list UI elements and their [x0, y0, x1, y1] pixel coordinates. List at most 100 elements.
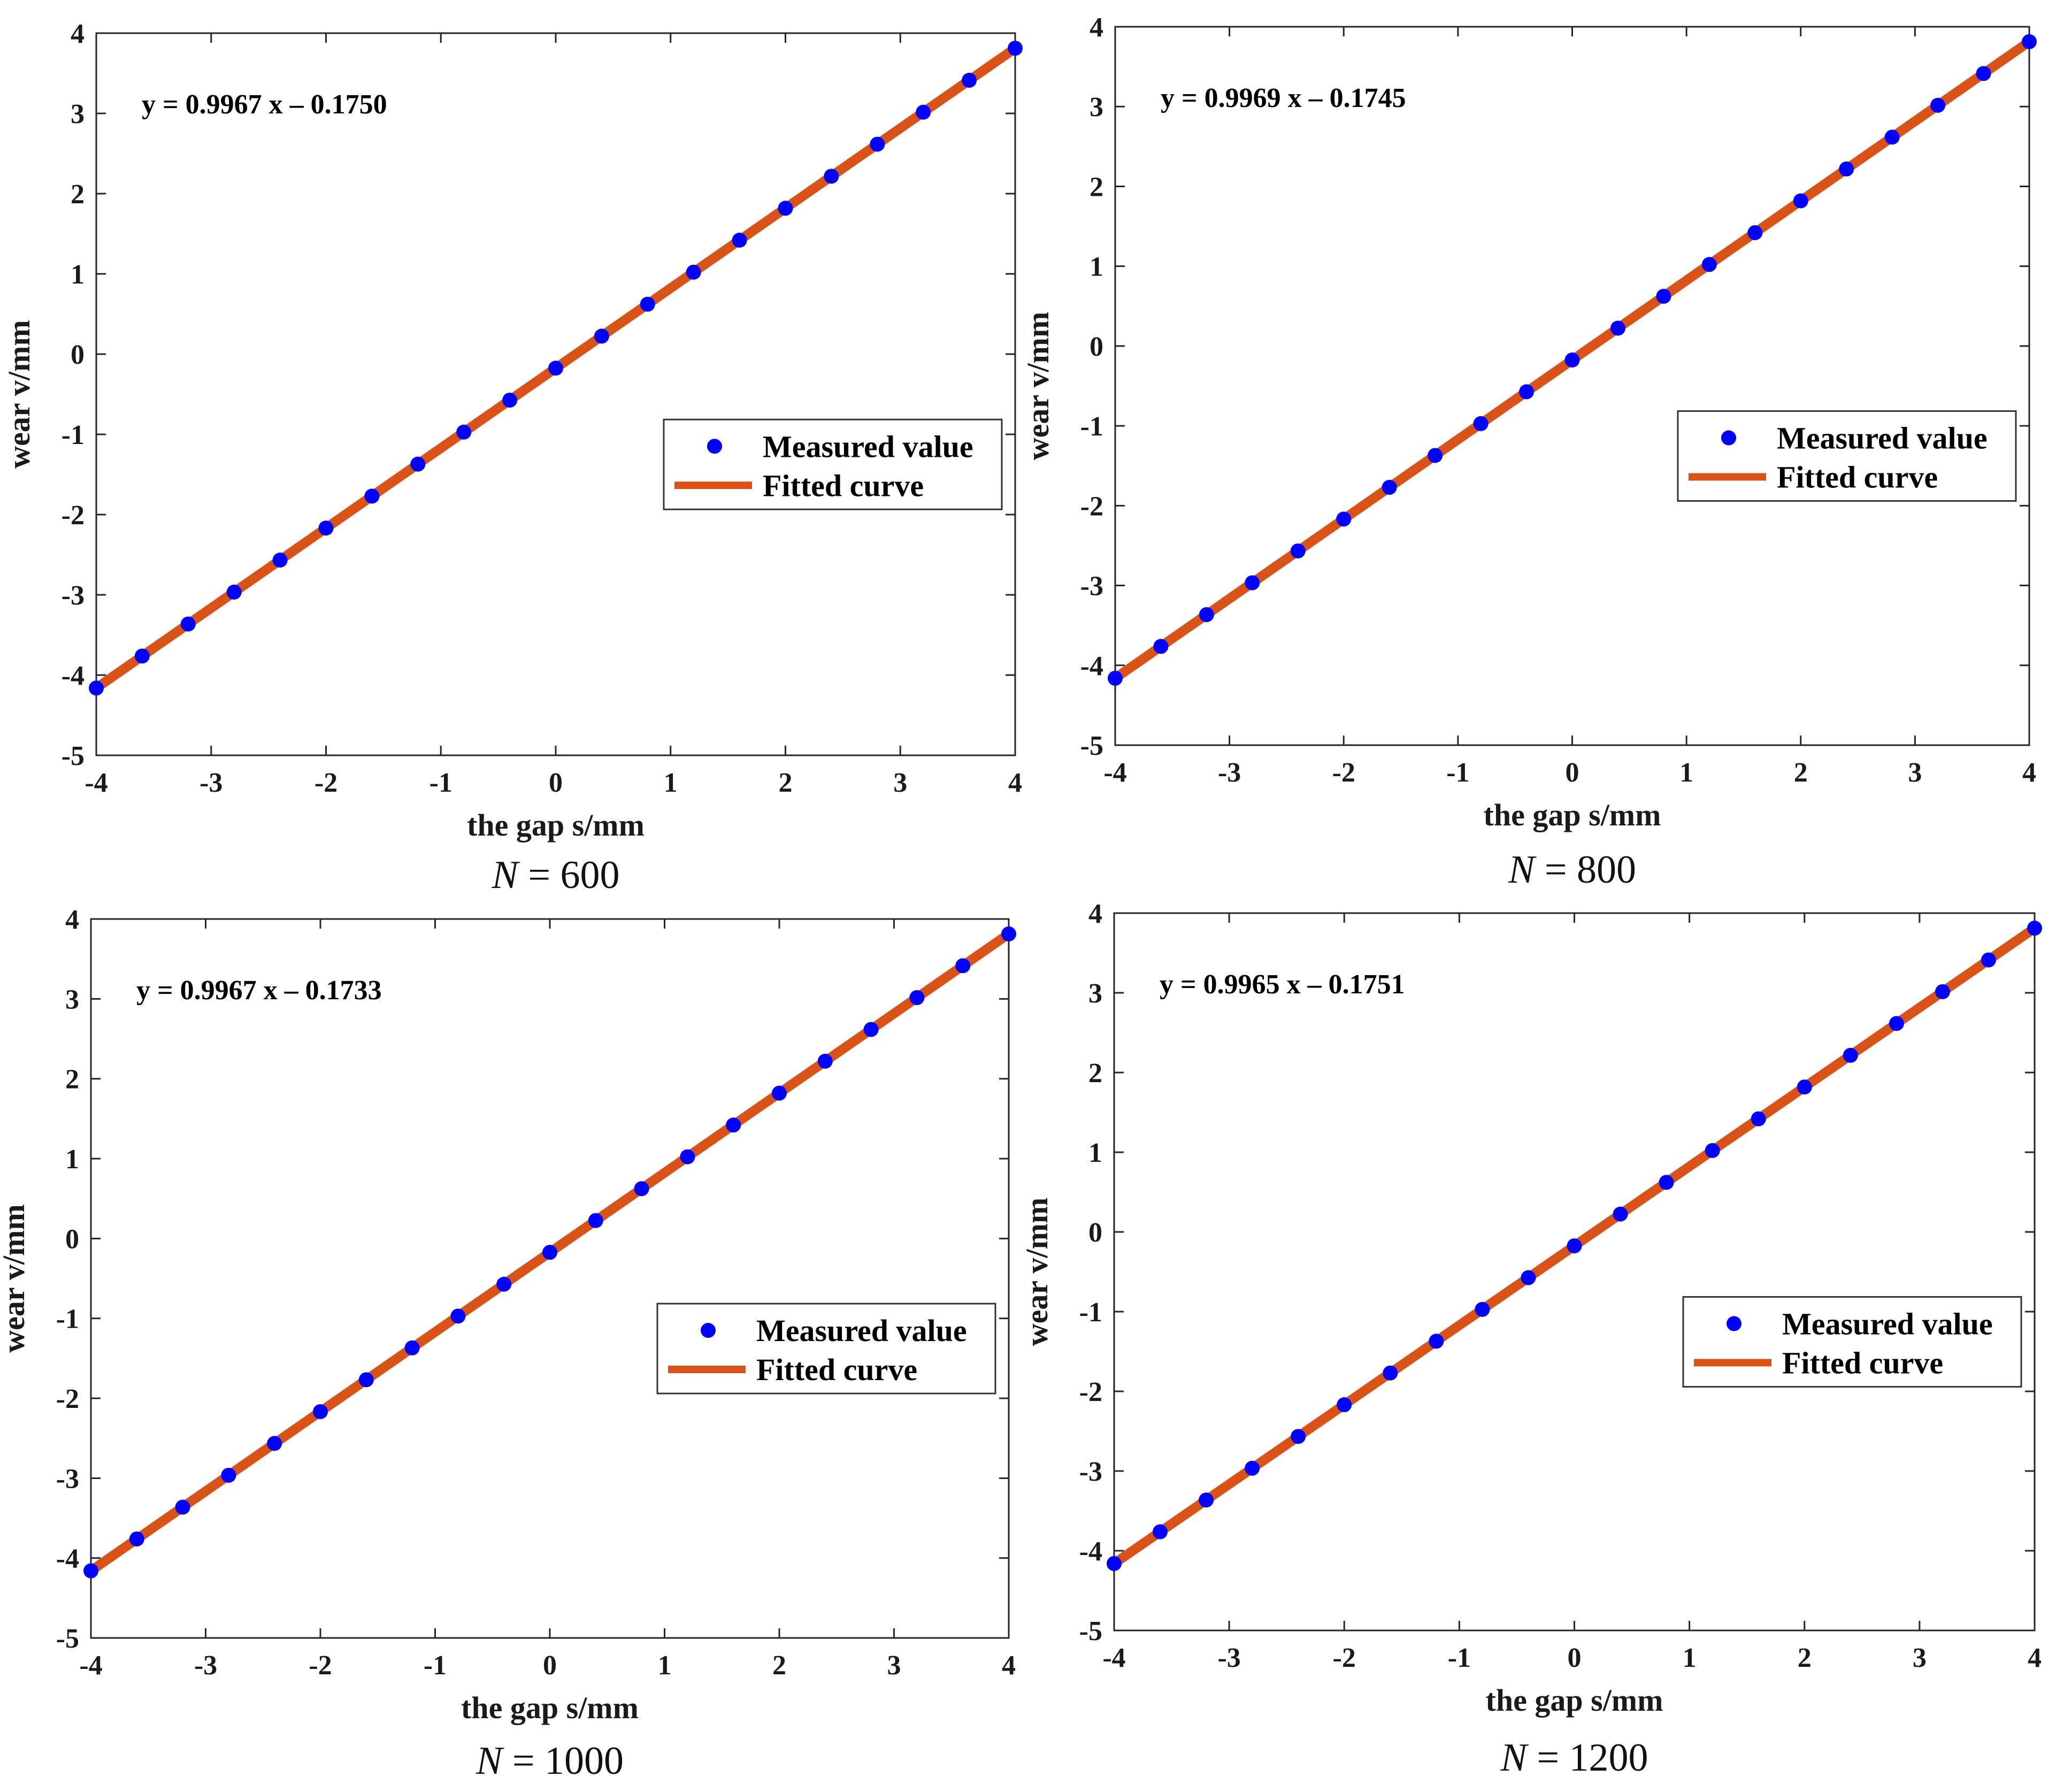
- legend-label-measured: Measured value: [756, 1313, 967, 1348]
- y-tick-label: -1: [62, 420, 85, 450]
- data-point: [404, 1340, 420, 1356]
- x-tick-label: 1: [658, 1650, 672, 1681]
- y-axis-label: wear v/mm: [1019, 1198, 1054, 1346]
- data-point: [824, 169, 839, 184]
- fit-equation: y = 0.9965 x – 0.1751: [1160, 969, 1405, 1000]
- x-tick-label: -1: [424, 1650, 447, 1681]
- data-point: [955, 958, 971, 974]
- data-point: [267, 1436, 282, 1451]
- y-axis-label: wear v/mm: [1021, 312, 1055, 461]
- y-tick-label: -2: [62, 500, 85, 531]
- y-tick-label: 1: [65, 1144, 79, 1175]
- x-axis-label: the gap s/mm: [1484, 798, 1661, 832]
- data-point: [1610, 320, 1625, 336]
- fit-equation: y = 0.9969 x – 0.1745: [1161, 83, 1406, 113]
- legend-label-fitted: Fitted curve: [1777, 460, 1938, 495]
- x-tick-label: -3: [194, 1650, 217, 1681]
- x-tick-label: 1: [1683, 1643, 1697, 1673]
- data-point: [1976, 66, 1991, 81]
- y-tick-label: 2: [1088, 1058, 1102, 1089]
- data-point: [89, 680, 104, 696]
- y-tick-label: -1: [1080, 411, 1103, 442]
- y-tick-label: -2: [1079, 1377, 1102, 1407]
- legend-box: [656, 1303, 996, 1395]
- data-point: [634, 1181, 649, 1197]
- y-tick-label: -5: [1079, 1616, 1102, 1647]
- x-tick-label: -4: [85, 768, 108, 798]
- data-point: [1107, 1556, 1122, 1571]
- data-point: [2022, 34, 2037, 49]
- data-point: [1290, 543, 1306, 558]
- x-tick-label: 3: [887, 1650, 901, 1681]
- data-point: [1001, 926, 1016, 941]
- legend: Measured value Fitted curve: [656, 1303, 996, 1395]
- x-tick-label: -2: [314, 768, 337, 798]
- data-point: [1245, 575, 1260, 591]
- y-tick-label: -4: [1079, 1536, 1102, 1567]
- legend-box: [1677, 410, 2017, 502]
- data-point: [1751, 1111, 1766, 1127]
- data-point: [817, 1053, 833, 1069]
- caption-value: = 600: [518, 853, 620, 897]
- data-point: [680, 1149, 695, 1165]
- data-point: [1843, 1047, 1858, 1063]
- data-point: [1008, 41, 1023, 56]
- y-tick-label: -3: [1080, 571, 1103, 602]
- x-tick-label: 2: [779, 768, 793, 798]
- data-point: [1705, 1143, 1720, 1158]
- y-tick-label: -3: [1079, 1457, 1102, 1487]
- x-tick-label: 0: [549, 768, 563, 798]
- y-tick-label: 3: [1090, 92, 1103, 122]
- caption-value: = 800: [1535, 848, 1636, 892]
- y-tick-label: -2: [1080, 491, 1103, 522]
- y-tick-label: 4: [1090, 12, 1103, 43]
- fit-equation: y = 0.9967 x – 0.1750: [142, 89, 387, 120]
- y-tick-label: 4: [65, 905, 79, 935]
- y-tick-label: 0: [71, 340, 85, 370]
- x-tick-label: -1: [1448, 1643, 1471, 1673]
- x-tick-label: 3: [1908, 757, 1922, 788]
- data-point: [313, 1404, 328, 1419]
- data-point: [1475, 1301, 1490, 1317]
- y-tick-label: -2: [56, 1384, 79, 1414]
- x-tick-label: 2: [1794, 757, 1808, 788]
- y-tick-label: -4: [62, 661, 85, 691]
- data-point: [364, 488, 380, 504]
- data-point: [2027, 921, 2042, 936]
- data-point: [594, 328, 609, 344]
- data-point: [1613, 1206, 1628, 1222]
- data-point: [1701, 257, 1717, 272]
- data-point: [1839, 161, 1854, 177]
- data-point: [863, 1022, 879, 1037]
- data-point: [686, 264, 701, 280]
- x-tick-label: 1: [1679, 757, 1693, 788]
- data-point: [542, 1245, 557, 1260]
- data-point: [180, 616, 196, 632]
- data-point: [778, 201, 793, 216]
- y-tick-label: 2: [71, 179, 85, 210]
- legend-label-fitted: Fitted curve: [763, 468, 924, 503]
- data-point: [1108, 670, 1123, 686]
- fit-equation: y = 0.9967 x – 0.1733: [136, 975, 382, 1006]
- data-point: [1521, 1270, 1536, 1285]
- y-tick-label: -5: [56, 1623, 79, 1654]
- data-point: [1473, 416, 1489, 431]
- data-point: [1981, 952, 1996, 968]
- legend-box: [1682, 1296, 2022, 1388]
- caption-variable: N: [1500, 1736, 1529, 1780]
- legend-label-measured: Measured value: [1782, 1306, 1993, 1341]
- x-tick-label: 0: [1568, 1643, 1582, 1673]
- panel-caption: N = 600: [491, 853, 619, 897]
- data-point: [1793, 193, 1808, 209]
- legend-marker-icon: [701, 1323, 716, 1338]
- y-tick-label: -3: [62, 580, 85, 611]
- data-point: [502, 393, 518, 408]
- y-tick-label: -1: [1079, 1297, 1102, 1328]
- data-point: [909, 990, 925, 1005]
- y-tick-label: 2: [65, 1065, 79, 1095]
- y-tick-label: 0: [65, 1224, 79, 1254]
- y-tick-label: 4: [71, 19, 85, 49]
